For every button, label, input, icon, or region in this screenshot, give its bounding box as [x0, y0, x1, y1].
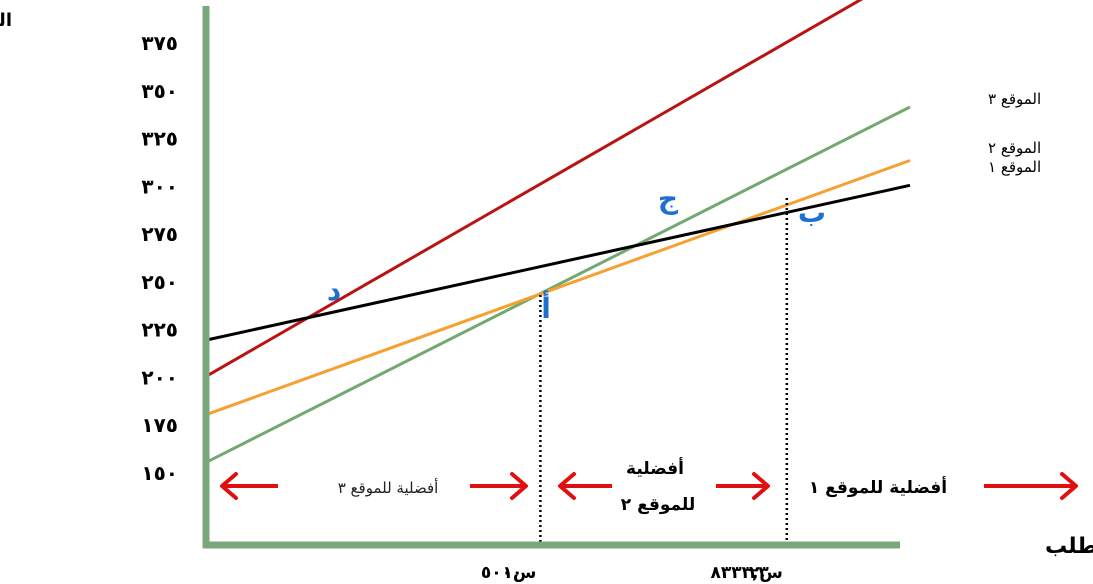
x-marker-guides	[539, 198, 789, 548]
arrow-left	[220, 472, 278, 500]
region-label-site1: أفضلية للموقع ١	[809, 476, 947, 498]
x-marker-name: س١	[503, 563, 537, 583]
y-tick-label: ٢٧٥	[141, 222, 178, 246]
series-line	[205, 0, 864, 378]
point-label-d: د	[327, 274, 341, 307]
y-axis-label: التكلفة (٠٠٠) $	[0, 10, 12, 31]
x-marker-name: س٢	[749, 563, 783, 583]
region-label-site2-line2: للموقع ٢	[621, 495, 695, 515]
y-tick-label: ٣٠٠	[141, 174, 178, 198]
region-arrows	[220, 472, 1078, 500]
y-tick-label: ٣٢٥	[141, 127, 178, 151]
y-tick-label: ٣٧٥	[141, 31, 178, 55]
y-tick-label: ٢٠٠	[141, 365, 178, 389]
arrow-right	[470, 472, 528, 500]
series-label-site1: الموقع ١	[988, 158, 1041, 176]
series-label-site2: الموقع ٢	[988, 139, 1041, 157]
x-marker-value: ٥٠٠٠	[481, 563, 523, 583]
arrow-right	[716, 472, 770, 500]
x-axis-label: حجم الطلب	[1045, 534, 1093, 559]
x-marker-value: ٨٣٣٣,٣	[710, 563, 769, 583]
y-tick-labels: ٣٧٥ ٣٥٠ ٣٢٥ ٣٠٠ ٢٧٥ ٢٥٠ ٢٢٥ ٢٠٠ ١٧٥ ١٥٠	[141, 31, 178, 485]
point-label-j: ج	[658, 182, 679, 216]
series-label-site3: الموقع ٣	[988, 90, 1041, 108]
y-tick-label: ١٥٠	[141, 461, 178, 485]
region-label-site3: أفضلية للموقع ٣	[338, 478, 439, 497]
series-line	[205, 183, 911, 342]
region-label-site2-line1: أفضلية	[626, 457, 684, 479]
arrow-left	[558, 472, 612, 500]
y-tick-label: ٢٥٠	[141, 270, 178, 294]
arrow-right	[984, 472, 1078, 500]
y-tick-label: ٢٢٥	[141, 318, 178, 342]
y-tick-label: ١٧٥	[141, 413, 178, 437]
series-line	[205, 105, 911, 464]
series-lines	[205, 0, 911, 464]
series-line	[205, 159, 911, 417]
y-tick-label: ٣٥٠	[141, 79, 178, 103]
point-label-b: ب	[798, 196, 826, 229]
point-label-a: أ	[541, 290, 551, 325]
